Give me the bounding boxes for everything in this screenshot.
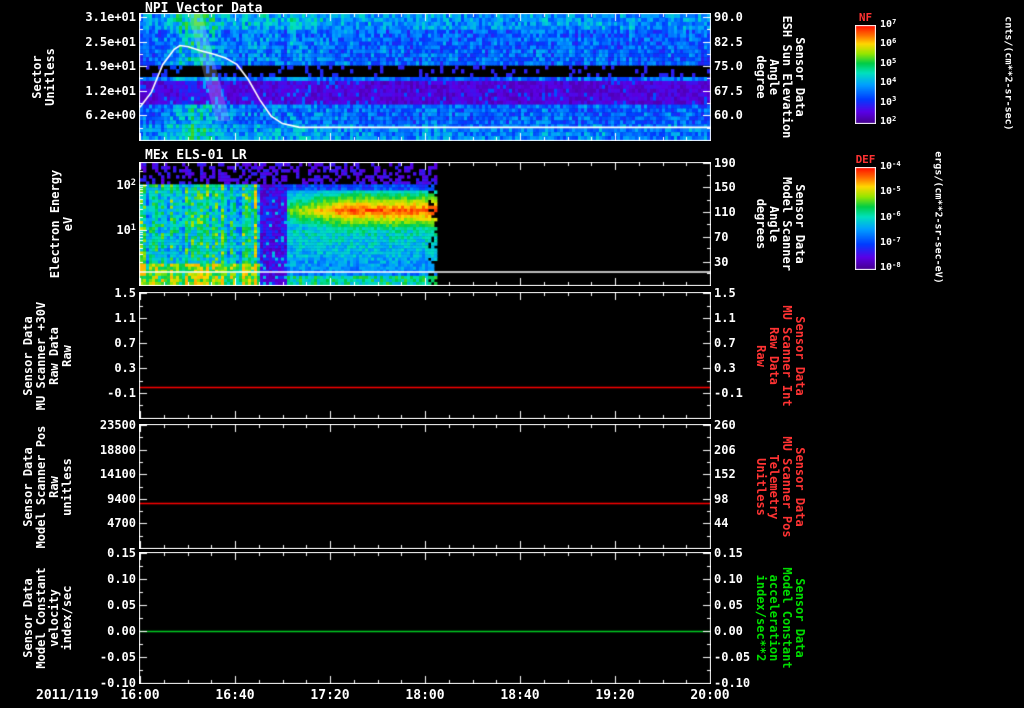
ytick-left-label: 0.10 bbox=[107, 572, 136, 586]
nf-colorbar-canvas bbox=[855, 25, 876, 124]
ytick-right-label: 70 bbox=[714, 230, 729, 245]
exponent: 4 bbox=[892, 74, 897, 84]
ytick-left-label: 0.7 bbox=[114, 336, 136, 350]
xtick-label: 18:40 bbox=[500, 688, 540, 703]
ytick-left-label: 101 bbox=[116, 223, 136, 238]
ytick-right-label: 90.0 bbox=[714, 10, 743, 25]
exponent: -6 bbox=[892, 209, 901, 219]
mu30v-canvas bbox=[139, 292, 711, 419]
def-colorbar-units-label: ergs/(cm**2-sr-sec-eV) bbox=[932, 151, 944, 284]
ytick-right-label: 0.3 bbox=[714, 361, 736, 375]
ytick-right-label: 1.1 bbox=[714, 311, 736, 325]
nf-colorbar-units-label: cnts/(cm**2-sr-sec) bbox=[1002, 16, 1014, 131]
ytick-right-label: 0.10 bbox=[714, 572, 743, 586]
exponent: 3 bbox=[892, 94, 897, 104]
exponent: -7 bbox=[892, 234, 901, 244]
ytick-right-label: 0.15 bbox=[714, 546, 743, 560]
ytick-left-label: 1.1 bbox=[114, 311, 136, 325]
xtick-label: 16:00 bbox=[120, 688, 160, 703]
nf-colorbar-tick-label: 104 bbox=[880, 74, 897, 89]
xtick-label: 17:20 bbox=[310, 688, 350, 703]
ytick-left-label: 0.15 bbox=[107, 546, 136, 560]
nf-colorbar-tick-label: 106 bbox=[880, 36, 897, 50]
ytick-right-label: 1.5 bbox=[714, 286, 736, 300]
def-colorbar-tick-label: 10-6 bbox=[880, 209, 901, 223]
ytick-right-label: 0.00 bbox=[714, 624, 743, 638]
els-canvas bbox=[139, 162, 711, 286]
ytick-right-label: 82.5 bbox=[714, 34, 743, 49]
ytick-left-label: 6.2e+00 bbox=[85, 108, 136, 123]
ytick-right-label: 44 bbox=[714, 516, 729, 531]
ytick-left-label: 14100 bbox=[99, 467, 136, 482]
ytick-left-label: 9400 bbox=[107, 491, 136, 506]
exponent: 1 bbox=[130, 223, 136, 234]
ytick-left-label: 18800 bbox=[99, 442, 136, 457]
ytick-left-label: -0.10 bbox=[99, 676, 136, 690]
ytick-right-label: 150 bbox=[714, 180, 736, 195]
xtick-label: 16:40 bbox=[215, 688, 255, 703]
ytick-left-label: 0.05 bbox=[107, 598, 136, 612]
ytick-right-label: 190 bbox=[714, 156, 736, 170]
def-colorbar-tick-label: 10-4 bbox=[880, 158, 901, 172]
ytick-right-label: 60.0 bbox=[714, 108, 743, 123]
panel2-title: MEx ELS-01 LR bbox=[145, 148, 247, 163]
ytick-left-label: -0.05 bbox=[99, 650, 136, 664]
ytick-right-label: 0.7 bbox=[714, 336, 736, 350]
nf-colorbar-title: NF bbox=[858, 11, 873, 24]
ytick-right-label: 260 bbox=[714, 418, 736, 432]
right-axis-label: Sensor Data Model Constant acceleration … bbox=[754, 567, 807, 669]
xtick-label: 20:00 bbox=[690, 688, 730, 703]
ytick-right-label: -0.10 bbox=[714, 676, 751, 690]
ytick-right-label: -0.05 bbox=[714, 650, 751, 664]
panel1-title: NPI Vector Data bbox=[145, 1, 263, 16]
model-constant-canvas bbox=[139, 552, 711, 684]
nf-colorbar-tick-label: 102 bbox=[880, 113, 897, 127]
ytick-left-label: 1.5 bbox=[114, 286, 136, 300]
xtick-label: 19:20 bbox=[595, 688, 635, 703]
exponent: 6 bbox=[892, 36, 897, 46]
ytick-left-label: 1.9e+01 bbox=[85, 59, 136, 74]
ytick-right-label: 206 bbox=[714, 442, 736, 457]
ytick-right-label: 67.5 bbox=[714, 83, 743, 98]
def-colorbar-canvas bbox=[855, 167, 876, 270]
exponent: 5 bbox=[892, 55, 897, 65]
def-colorbar-tick-label: 10-5 bbox=[880, 184, 901, 198]
ytick-right-label: 152 bbox=[714, 467, 736, 482]
ytick-right-label: 110 bbox=[714, 204, 736, 219]
ytick-left-label: 0.3 bbox=[114, 361, 136, 375]
ytick-right-label: 98 bbox=[714, 491, 729, 506]
npi-canvas bbox=[139, 13, 711, 141]
def-colorbar-title: DEF bbox=[855, 153, 876, 166]
ytick-left-label: -0.1 bbox=[107, 386, 136, 400]
ytick-left-label: 0.00 bbox=[107, 624, 136, 638]
scanner-pos-canvas bbox=[139, 424, 711, 549]
ytick-right-label: 75.0 bbox=[714, 59, 743, 74]
ytick-right-label: 0.05 bbox=[714, 598, 743, 612]
ytick-left-label: 1.2e+01 bbox=[85, 83, 136, 98]
def-colorbar-tick-label: 10-7 bbox=[880, 234, 901, 248]
nf-colorbar-tick-label: 103 bbox=[880, 94, 897, 108]
ytick-left-label: 102 bbox=[116, 177, 136, 192]
ytick-left-label: 4700 bbox=[107, 516, 136, 531]
x-axis-date-label: 2011/119 bbox=[36, 688, 99, 703]
exponent: -8 bbox=[892, 259, 901, 269]
exponent: -4 bbox=[892, 158, 901, 168]
ytick-left-label: 2.5e+01 bbox=[85, 34, 136, 49]
xtick-label: 18:00 bbox=[405, 688, 445, 703]
nf-colorbar-tick-label: 107 bbox=[880, 16, 897, 30]
exponent: 7 bbox=[892, 16, 897, 26]
ytick-right-label: 30 bbox=[714, 254, 729, 269]
exponent: -5 bbox=[892, 184, 901, 194]
exponent: 2 bbox=[892, 113, 897, 123]
ytick-left-label: 3.1e+01 bbox=[85, 10, 136, 25]
left-axis-label: Sensor Data Model Constant velocity inde… bbox=[21, 567, 74, 669]
ytick-left-label: 23500 bbox=[99, 418, 136, 432]
exponent: 2 bbox=[130, 178, 136, 189]
ytick-right-label: -0.1 bbox=[714, 386, 743, 400]
nf-colorbar-tick-label: 105 bbox=[880, 55, 897, 69]
def-colorbar-tick-label: 10-8 bbox=[880, 259, 901, 273]
